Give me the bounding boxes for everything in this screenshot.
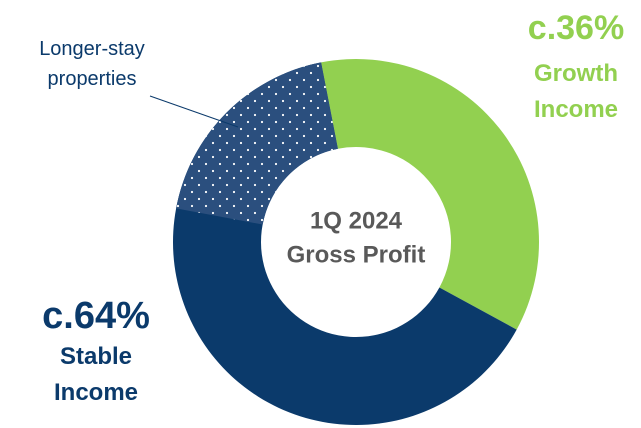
value-label: c.64% <box>42 295 150 337</box>
sub-segment-label: Longer-stay properties <box>39 38 145 90</box>
sub-segment <box>176 62 338 225</box>
leader-line <box>149 95 239 128</box>
donut-segment <box>321 58 540 330</box>
center-title: Gross Profit <box>287 241 426 268</box>
value-label: c.36% <box>528 9 624 47</box>
category-label: Stable Income <box>54 343 138 406</box>
category-label: Growth Income <box>534 60 618 123</box>
center-title: 1Q 2024 <box>310 207 403 234</box>
